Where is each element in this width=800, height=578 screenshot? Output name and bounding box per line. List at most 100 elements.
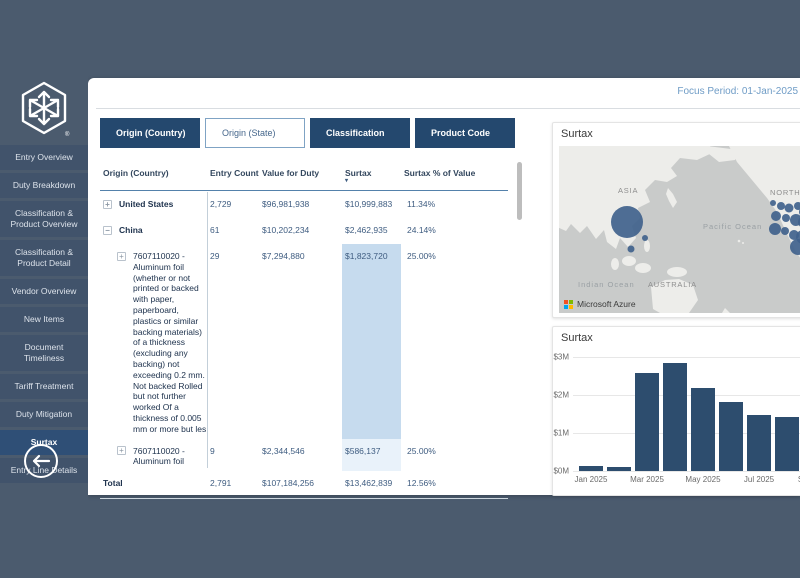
map-bubble-taiwan-philippines[interactable] xyxy=(642,235,648,241)
map-card-title: Surtax xyxy=(561,128,593,140)
cell-value_for_duty: $10,202,234 xyxy=(262,225,310,235)
table-scrollbar[interactable] xyxy=(517,162,522,220)
sidebar-item-duty-breakdown[interactable]: Duty Breakdown xyxy=(0,173,88,198)
sidebar-item-tariff-treatment[interactable]: Tariff Treatment xyxy=(0,374,88,399)
bar-feb-2025[interactable] xyxy=(607,467,631,471)
row-label: 7607110020 - Aluminum foil (whether or n… xyxy=(133,251,207,434)
column-header-surtax-pct[interactable]: Surtax % of Value xyxy=(404,168,476,178)
tab-product-code[interactable]: Product Code xyxy=(415,118,515,148)
sidebar-item-duty-mitigation[interactable]: Duty Mitigation xyxy=(0,402,88,427)
cell-surtax: $10,999,883 xyxy=(345,199,393,209)
collapse-icon[interactable]: − xyxy=(103,225,112,235)
bar-mar-2025[interactable] xyxy=(635,373,659,471)
sidebar-item-entry-overview[interactable]: Entry Overview xyxy=(0,145,88,170)
surtax-bar-chart-card: Surtax $0M $1M $2M $3M Jan 2025 Mar 2025 May 2… xyxy=(552,326,800,496)
bar-chart-plot[interactable]: $0M $1M $2M $3M Jan 2025 Mar 2025 May 2025 Jul … xyxy=(553,353,800,484)
cell-value_for_duty: $7,294,880 xyxy=(262,251,305,261)
tab-origin-country[interactable]: Origin (Country) xyxy=(100,118,200,148)
expand-icon[interactable]: + xyxy=(103,199,112,209)
back-arrow-icon xyxy=(32,454,51,468)
registered-trademark: ® xyxy=(65,131,70,138)
column-header-surtax[interactable]: Surtax ▾ xyxy=(342,164,401,184)
map-bubble-north-america[interactable] xyxy=(790,239,800,255)
sidebar-item-classification-product-detail[interactable]: Classification & Product Detail xyxy=(0,240,88,276)
bar-may-2025[interactable] xyxy=(691,388,715,471)
cell-surtax_pct: 25.00% xyxy=(407,445,436,456)
cell-entry_count: 29 xyxy=(210,251,220,261)
sidebar-item-document-timeliness[interactable]: Document Timeliness xyxy=(0,335,88,371)
table-header-underline xyxy=(100,190,508,191)
sidebar-item-new-items[interactable]: New Items xyxy=(0,307,88,332)
map-label-australia: AUSTRALIA xyxy=(648,280,697,289)
map-bubble-north-america[interactable] xyxy=(769,223,781,235)
row-label: United States xyxy=(119,199,174,209)
row-label: Total xyxy=(103,478,123,489)
y-axis-tick: $0M xyxy=(553,466,569,476)
map-bubble-north-america[interactable] xyxy=(771,211,781,221)
column-header-origin-country[interactable]: Origin (Country) xyxy=(103,168,169,178)
sort-descending-icon: ▾ xyxy=(345,178,349,184)
back-button[interactable] xyxy=(24,444,58,478)
table-row-7607110020-alumi[interactable]: +7607110020 - Aluminum foil (whether or … xyxy=(100,244,508,439)
y-axis-tick: $3M xyxy=(553,352,569,362)
table-body: + United States 2,729 $96,981,938 $10,999,88… xyxy=(100,192,508,500)
map-bubble-southeast-asia[interactable] xyxy=(627,245,635,253)
map-bubble-north-america[interactable] xyxy=(781,227,789,235)
tab-origin-state[interactable]: Origin (State) xyxy=(205,118,305,148)
bar-jul-2025[interactable] xyxy=(747,414,771,471)
surtax-map-card: Surtax xyxy=(552,122,800,318)
table-row-total[interactable]: Total 2,791 $107,184,256 $13,462,839 12.56% xyxy=(100,471,508,500)
row-label: 7607110020 - Aluminum foil xyxy=(133,445,185,467)
x-axis-tick-may-2025: May 2025 xyxy=(685,475,721,484)
column-header-entry-count[interactable]: Entry Count xyxy=(210,168,259,178)
microsoft-logo-icon xyxy=(564,299,573,309)
x-axis-tick-sep-2025: Sep 2025 xyxy=(798,475,800,484)
world-map[interactable]: ASIA NORTH AMERICA Pacific Ocean Indian Oce… xyxy=(559,146,800,313)
cell-value_for_duty: $2,344,546 xyxy=(262,445,305,456)
map-bubble-north-america[interactable] xyxy=(777,202,785,210)
azure-attribution-text: Microsoft Azure xyxy=(577,299,636,309)
hexagon-logo-icon: ® xyxy=(21,81,70,138)
sidebar-item-vendor-overview[interactable]: Vendor Overview xyxy=(0,279,88,304)
focus-period-label: Focus Period: 01-Jan-2025 xyxy=(677,86,798,97)
sidebar-item-classification-product-overview[interactable]: Classification & Product Overview xyxy=(0,201,88,237)
row-label: China xyxy=(119,225,143,235)
map-bubble-north-america[interactable] xyxy=(790,214,800,226)
map-svg xyxy=(559,146,800,313)
cell-surtax: $586,137 xyxy=(342,438,401,472)
cell-value_for_duty: $96,981,938 xyxy=(262,199,310,209)
column-header-value-for-duty[interactable]: Value for Duty xyxy=(262,168,320,178)
bar-apr-2025[interactable] xyxy=(663,362,687,471)
map-label-asia: ASIA xyxy=(618,186,639,195)
table-row-united-states[interactable]: + United States 2,729 $96,981,938 $10,999,88… xyxy=(100,192,508,218)
expand-icon[interactable]: + xyxy=(117,446,126,456)
map-bubble-north-america[interactable] xyxy=(794,202,800,210)
bar-jun-2025[interactable] xyxy=(719,402,743,471)
map-bubble-north-america[interactable] xyxy=(784,203,794,213)
cell-value_for_duty: $107,184,256 xyxy=(262,478,314,489)
expand-icon[interactable]: + xyxy=(117,251,126,261)
bar-jan-2025[interactable] xyxy=(579,466,603,471)
map-bubble-north-america[interactable] xyxy=(782,214,790,222)
cell-entry_count: 9 xyxy=(210,445,215,456)
cell-surtax_pct: 25.00% xyxy=(407,251,436,261)
cell-surtax: $2,462,935 xyxy=(345,225,388,235)
map-label-indian-ocean: Indian Ocean xyxy=(578,280,635,289)
map-bubble-china[interactable] xyxy=(611,206,643,238)
sidebar-menu: Entry Overview Duty Breakdown Classificati… xyxy=(0,145,88,483)
table-row-7607110020-alumi[interactable]: +7607110020 - Aluminum foil 9 $2,344,546 $5… xyxy=(100,438,508,472)
report-canvas: Focus Period: 01-Jan-2025 Origin (Countr… xyxy=(88,78,800,500)
table-row-china[interactable]: − China 61 $10,202,234 $2,462,935 24.14% xyxy=(100,218,508,244)
bar-aug-2025[interactable] xyxy=(775,416,799,471)
tab-classification[interactable]: Classification xyxy=(310,118,410,148)
cell-surtax_pct: 24.14% xyxy=(407,225,436,235)
map-bubble-north-america[interactable] xyxy=(770,200,776,206)
cell-entry_count: 2,729 xyxy=(210,199,232,209)
table-header: Origin (Country) Entry Count Value for D… xyxy=(100,164,508,184)
map-label-north-america: NORTH AMERICA xyxy=(770,188,800,197)
cell-entry_count: 61 xyxy=(210,225,220,235)
bar-chart-title: Surtax xyxy=(561,332,593,344)
app-logo: ® xyxy=(0,80,88,138)
x-axis-tick-jul-2025: Jul 2025 xyxy=(743,475,775,484)
